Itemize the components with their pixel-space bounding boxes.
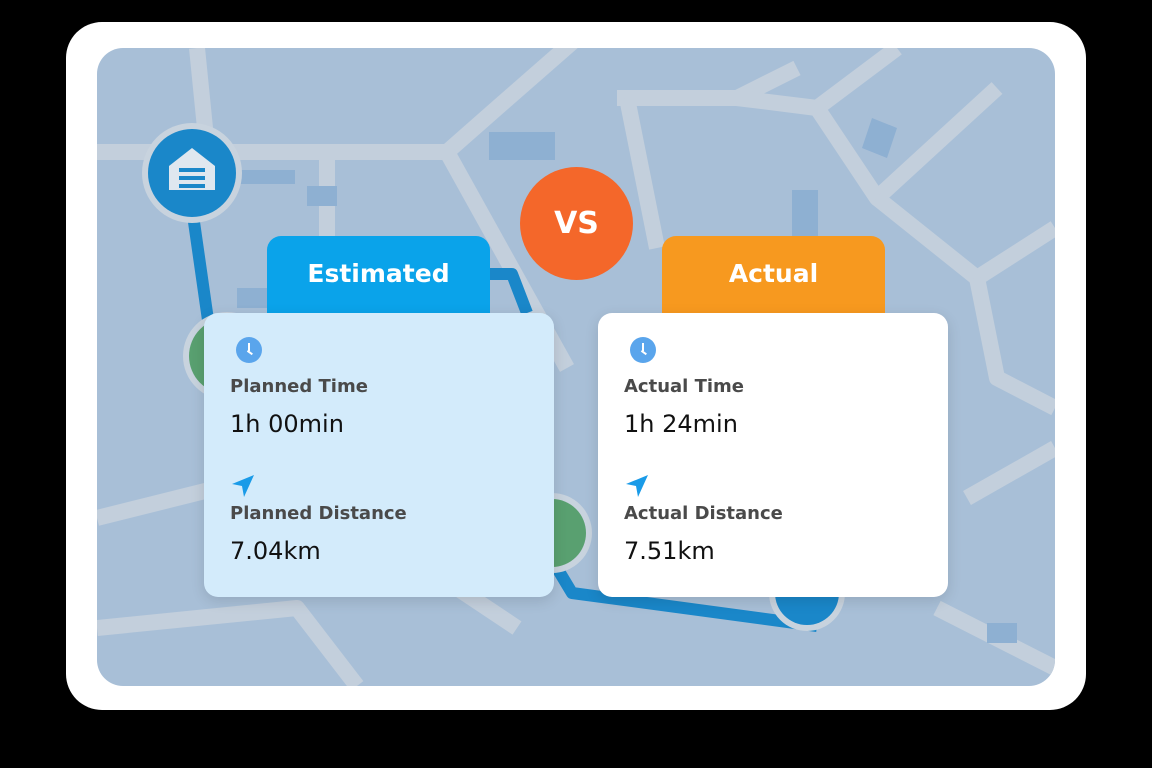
- planned-distance-label: Planned Distance: [230, 503, 407, 524]
- actual-distance-label: Actual Distance: [624, 503, 783, 524]
- planned-distance-value: 7.04km: [230, 537, 321, 565]
- actual-header: Actual: [662, 236, 885, 316]
- navigation-arrow-icon: [232, 475, 254, 497]
- navigation-arrow-icon: [626, 475, 648, 497]
- garage-icon: [169, 148, 215, 190]
- vs-badge: VS: [520, 167, 633, 280]
- planned-time-value: 1h 00min: [230, 410, 344, 438]
- clock-icon: [630, 337, 656, 363]
- estimated-header: Estimated: [267, 236, 490, 316]
- actual-card: Actual Time 1h 24min Actual Distance 7.5…: [598, 313, 948, 597]
- actual-time-value: 1h 24min: [624, 410, 738, 438]
- clock-icon: [236, 337, 262, 363]
- estimated-card: Planned Time 1h 00min Planned Distance 7…: [204, 313, 554, 597]
- planned-time-label: Planned Time: [230, 376, 368, 397]
- actual-time-label: Actual Time: [624, 376, 745, 397]
- actual-distance-value: 7.51km: [624, 537, 715, 565]
